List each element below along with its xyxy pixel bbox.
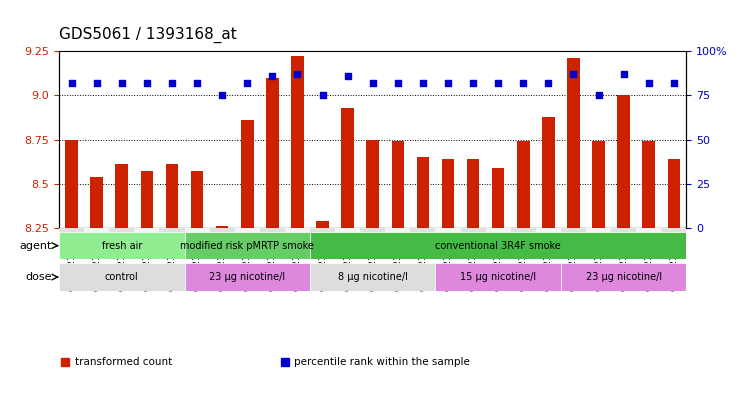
Bar: [636, 228, 661, 232]
Bar: [461, 228, 486, 232]
Bar: [140, 171, 154, 228]
Bar: [511, 228, 536, 232]
Point: [467, 80, 479, 86]
Point: [367, 80, 379, 86]
Bar: [165, 164, 179, 228]
Bar: [441, 159, 455, 228]
Text: control: control: [105, 272, 139, 282]
Point: [342, 73, 354, 79]
Text: 23 μg nicotine/l: 23 μg nicotine/l: [585, 272, 662, 282]
Text: GDS5061 / 1393168_at: GDS5061 / 1393168_at: [59, 27, 237, 43]
Bar: [216, 226, 229, 228]
Point: [66, 80, 77, 86]
Bar: [568, 58, 580, 228]
Bar: [159, 228, 184, 232]
Point: [317, 92, 328, 99]
Bar: [391, 141, 404, 228]
Point: [216, 92, 228, 99]
Bar: [385, 228, 410, 232]
FancyBboxPatch shape: [561, 263, 686, 291]
Point: [517, 80, 529, 86]
Bar: [66, 140, 78, 228]
FancyBboxPatch shape: [59, 263, 184, 291]
Point: [417, 80, 429, 86]
Bar: [316, 221, 329, 228]
Bar: [536, 228, 561, 232]
Text: percentile rank within the sample: percentile rank within the sample: [294, 356, 470, 367]
Text: 8 μg nicotine/l: 8 μg nicotine/l: [338, 272, 407, 282]
Bar: [486, 228, 511, 232]
Bar: [190, 171, 204, 228]
FancyBboxPatch shape: [435, 263, 561, 291]
Bar: [492, 168, 505, 228]
Bar: [467, 159, 480, 228]
Point: [542, 80, 554, 86]
Point: [166, 80, 178, 86]
Text: dose: dose: [25, 272, 52, 282]
Point: [116, 80, 128, 86]
Bar: [586, 228, 611, 232]
Bar: [542, 116, 555, 228]
Bar: [668, 159, 680, 228]
Bar: [410, 228, 435, 232]
Bar: [285, 228, 310, 232]
Bar: [367, 140, 379, 228]
FancyBboxPatch shape: [59, 232, 184, 259]
Bar: [561, 228, 586, 232]
Point: [191, 80, 203, 86]
Text: 23 μg nicotine/l: 23 μg nicotine/l: [209, 272, 286, 282]
Bar: [342, 108, 354, 228]
Bar: [517, 141, 530, 228]
Bar: [435, 228, 461, 232]
Bar: [266, 78, 279, 228]
Text: 15 μg nicotine/l: 15 μg nicotine/l: [460, 272, 537, 282]
Bar: [310, 228, 335, 232]
Bar: [115, 164, 128, 228]
Text: transformed count: transformed count: [75, 356, 172, 367]
Bar: [235, 228, 260, 232]
Point: [392, 80, 404, 86]
Bar: [291, 56, 304, 228]
Point: [492, 80, 504, 86]
Text: modified risk pMRTP smoke: modified risk pMRTP smoke: [180, 241, 314, 251]
Bar: [592, 141, 605, 228]
Bar: [184, 228, 210, 232]
Bar: [241, 120, 254, 228]
Point: [643, 80, 655, 86]
Point: [593, 92, 604, 99]
Bar: [611, 228, 636, 232]
Point: [618, 71, 630, 77]
Text: fresh air: fresh air: [102, 241, 142, 251]
Bar: [210, 228, 235, 232]
Point: [442, 80, 454, 86]
Bar: [618, 95, 630, 228]
Point: [241, 80, 253, 86]
Bar: [84, 228, 109, 232]
Bar: [661, 228, 686, 232]
Bar: [260, 228, 285, 232]
Point: [568, 71, 579, 77]
Bar: [360, 228, 385, 232]
Point: [141, 80, 153, 86]
Bar: [59, 228, 84, 232]
Bar: [134, 228, 159, 232]
Text: conventional 3R4F smoke: conventional 3R4F smoke: [435, 241, 561, 251]
FancyBboxPatch shape: [310, 263, 435, 291]
Text: agent: agent: [19, 241, 52, 251]
Point: [292, 71, 303, 77]
Point: [266, 73, 278, 79]
Bar: [417, 157, 430, 228]
FancyBboxPatch shape: [310, 232, 686, 259]
Bar: [643, 141, 655, 228]
Point: [668, 80, 680, 86]
FancyBboxPatch shape: [184, 263, 310, 291]
Bar: [90, 177, 103, 228]
Bar: [109, 228, 134, 232]
Bar: [335, 228, 360, 232]
FancyBboxPatch shape: [184, 232, 310, 259]
Point: [91, 80, 103, 86]
